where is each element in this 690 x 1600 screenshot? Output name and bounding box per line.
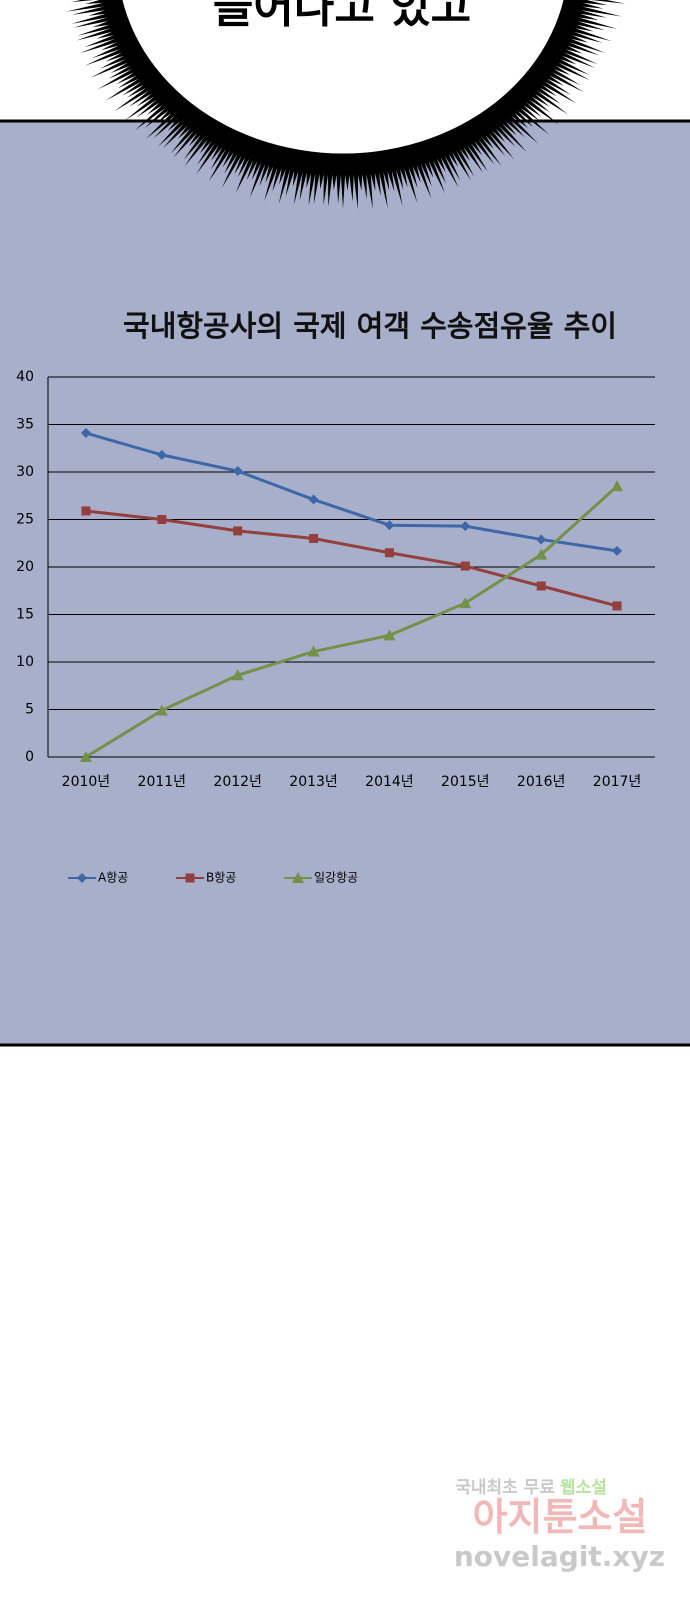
marker-square: [233, 526, 243, 536]
marker-triangle: [611, 480, 624, 492]
marker-square: [157, 515, 167, 524]
watermark-line1-accent: 웹소설: [560, 1478, 607, 1498]
marker-diamond: [536, 534, 547, 545]
marker-square: [460, 561, 470, 571]
chart-panel-bg: [0, 121, 690, 1045]
y-tick-label: 5: [25, 702, 34, 718]
marker-triangle: [383, 629, 396, 641]
marker-diamond: [308, 494, 319, 505]
marker-square: [612, 601, 622, 611]
marker-diamond: [80, 428, 91, 439]
marker-triangle: [307, 645, 320, 657]
marker-diamond: [232, 466, 243, 477]
x-tick-label: 2017년: [593, 774, 642, 790]
y-tick-label: 40: [16, 369, 34, 385]
y-tick-label: 25: [16, 512, 34, 528]
x-tick-label: 2011년: [138, 774, 187, 790]
marker-square: [81, 506, 91, 516]
y-tick-label: 35: [16, 417, 34, 433]
y-tick-label: 20: [16, 559, 34, 575]
bubble-body: [122, 0, 564, 154]
x-tick-label: 2015년: [441, 774, 490, 790]
legend-label: B항공: [206, 871, 236, 885]
chart-title: 국내항공사의 국제 여객 수송점유율 추이: [123, 309, 617, 343]
bubble-text: 들어나고 있고: [213, 0, 471, 33]
marker-diamond: [77, 873, 87, 883]
y-tick-label: 30: [16, 464, 34, 480]
legend-label: A항공: [98, 871, 128, 885]
watermark-line2: 아지툰소설: [473, 1495, 648, 1539]
series-line: [85, 485, 619, 759]
y-tick-label: 10: [16, 654, 34, 670]
speech-bubble: [66, 0, 626, 210]
x-tick-label: 2010년: [62, 774, 111, 790]
plot: 0 5 10 15 20 25 30 35 40 2010년 2011년 2012년 2013년 2014…: [16, 369, 655, 885]
legend-label: 일강항공: [314, 871, 358, 885]
series-line: [85, 509, 618, 608]
series-line: [85, 431, 618, 553]
marker-square: [185, 873, 195, 883]
y-tick-label: 0: [25, 749, 34, 765]
marker-triangle: [231, 669, 244, 681]
marker-diamond: [384, 520, 395, 531]
marker-triangle: [535, 548, 548, 560]
marker-diamond: [460, 521, 471, 532]
x-tick-label: 2012년: [213, 774, 262, 790]
x-tick-label: 2013년: [289, 774, 338, 790]
marker-triangle: [79, 751, 92, 762]
watermark-line1: 국내최초 무료: [455, 1478, 555, 1498]
marker-triangle: [292, 872, 304, 883]
marker-square: [536, 581, 546, 591]
marker-diamond: [156, 449, 167, 460]
x-tick-label: 2016년: [517, 774, 566, 790]
marker-diamond: [612, 545, 623, 556]
marker-square: [384, 548, 394, 558]
watermark-line3: novelagit.xyz: [454, 1540, 665, 1573]
marker-triangle: [459, 597, 472, 609]
y-tick-label: 15: [16, 607, 34, 623]
x-tick-label: 2014년: [365, 774, 414, 790]
marker-triangle: [155, 704, 168, 716]
marker-square: [309, 534, 319, 543]
